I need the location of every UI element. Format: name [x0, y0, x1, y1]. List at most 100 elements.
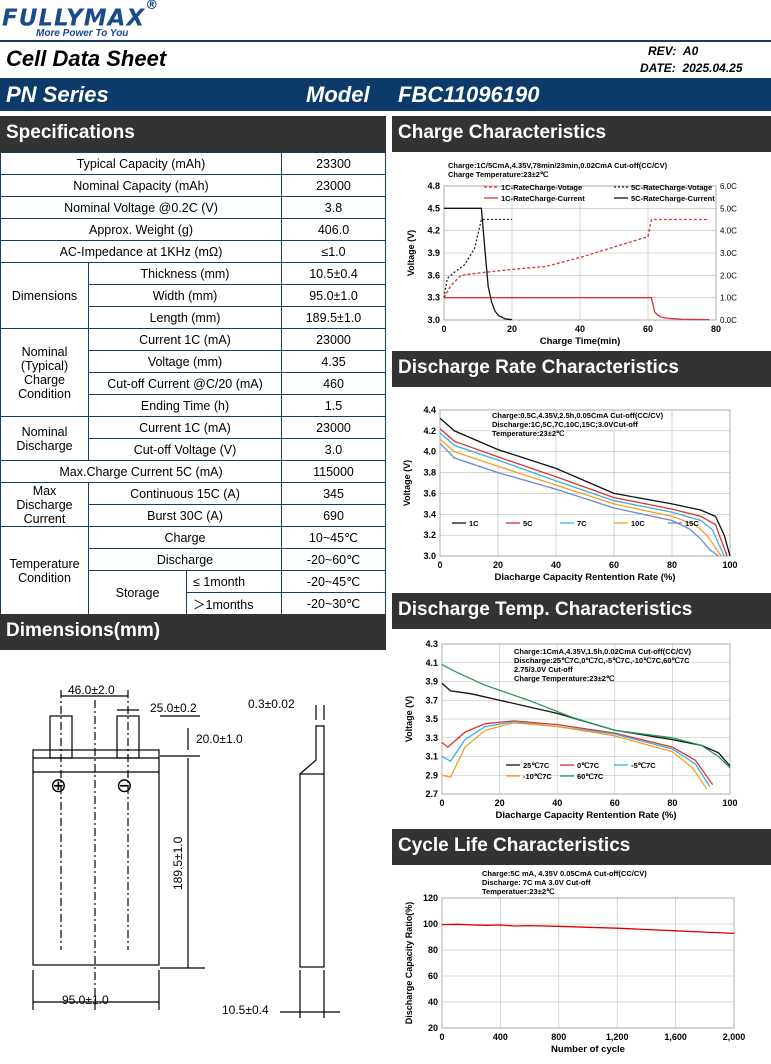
series-line — [441, 720, 714, 785]
plus-terminal-icon: ⊕ — [50, 775, 67, 797]
table-row: Cut-off Current @C/20 (mA) 460 — [1, 372, 386, 395]
cell-body-front — [32, 749, 160, 966]
brand-tagline: More Power To You — [36, 28, 129, 39]
series-line — [441, 664, 731, 769]
legend-label: 0℃7C — [577, 761, 600, 770]
series-line — [444, 297, 710, 321]
dim-03: 0.3±0.02 — [248, 697, 295, 711]
y-tick-label: 3.4 — [423, 509, 436, 519]
rev-line: REV: A0 — [648, 44, 699, 58]
chart-annotation: Charge:0.5C,4.35V,2.5h,0.05CmA Cut-off(C… — [492, 411, 664, 420]
x-tick-label: 2,000 — [723, 1032, 746, 1042]
y-tick-label: 3.3 — [427, 293, 440, 303]
series-line — [439, 442, 719, 557]
table-row: Cut-off Voltage (V) 3.0 — [1, 438, 386, 461]
y-axis-label: Voltage (V) — [406, 230, 416, 276]
y-tick-label: 3.6 — [427, 270, 440, 280]
series-line — [441, 923, 735, 935]
series-line — [443, 218, 512, 298]
y2-tick-label: 4.0C — [720, 227, 737, 236]
x-tick-label: 20 — [507, 324, 517, 334]
y-tick-label: 3.9 — [427, 248, 440, 258]
table-row: Storage ≤ 1month -20~45℃ — [1, 570, 386, 615]
legend-label: 5C — [523, 519, 533, 528]
x-axis-label: Number of cycle — [551, 1044, 625, 1055]
x-tick-label: 40 — [575, 324, 585, 334]
table-row: Discharge -20~60℃ — [1, 548, 386, 571]
chart-annotation: Discharge:25℃7C,0℃7C,-5℃7C,-10℃7C,60℃7C — [514, 656, 690, 665]
table-row: Width (mm) 95.0±1.0 — [1, 284, 386, 307]
y-tick-label: 4.3 — [425, 639, 438, 649]
x-tick-label: 80 — [667, 560, 677, 570]
model-label: Model — [306, 82, 370, 107]
x-tick-label: 800 — [551, 1032, 566, 1042]
y-tick-label: 4.2 — [427, 226, 440, 236]
minus-terminal-icon: ⊖ — [116, 775, 133, 797]
x-tick-label: 60 — [610, 798, 620, 808]
x-tick-label: 1,200 — [606, 1032, 629, 1042]
table-row: Nominal (Typical) Charge Condition Curren… — [0, 328, 386, 417]
table-row: ＞1months -20~30℃ — [1, 592, 386, 615]
table-row: Max Discharge Current Continuous 15C (A) 3… — [0, 482, 386, 527]
y-tick-label: 4.5 — [427, 203, 440, 213]
chart-annotation: Charge:1C/5CmA,4.35V,78min/23min,0.02CmA… — [448, 161, 668, 170]
y-axis-label: Voltage (V) — [404, 696, 414, 742]
series-line — [439, 417, 731, 557]
y-tick-label: 3.6 — [423, 488, 436, 498]
y-tick-label: 3.7 — [425, 695, 438, 705]
table-row: Temperature Condition Charge 10~45℃ — [0, 526, 386, 615]
series-line — [443, 218, 710, 299]
y-tick-label: 4.0 — [423, 447, 436, 457]
discharge-rate-heading: Discharge Rate Characteristics — [392, 351, 771, 387]
y-tick-label: 3.2 — [423, 530, 436, 540]
chart-annotation: Charge Temperature:23±2℃ — [514, 674, 615, 683]
chart-annotation: Charge:5C mA, 4.35V 0.05CmA Cut-off(CC/C… — [482, 869, 647, 878]
series-label: PN Series — [6, 82, 109, 107]
dim-25: 25.0±0.2 — [150, 701, 197, 715]
legend-label: 1C-RateCharge-Votage — [501, 183, 582, 192]
y-tick-label: 3.0 — [427, 315, 440, 325]
y-tick-label: 4.1 — [425, 658, 438, 668]
date-line: DATE: 2025.04.25 — [640, 61, 743, 75]
y-tick-label: 4.2 — [423, 426, 436, 436]
series-line — [439, 428, 728, 557]
x-tick-label: 20 — [493, 560, 503, 570]
x-tick-label: 20 — [495, 798, 505, 808]
table-row: AC-Impedance at 1KHz (mΩ) ≤1.0 — [0, 240, 386, 263]
x-axis-label: Diacharge Capacity Rentention Rate (%) — [495, 810, 676, 821]
page-title: Cell Data Sheet — [6, 46, 167, 71]
chart-annotation: Charge:1CmA,4.35V,1.5h,0.02CmA Cut-off(C… — [514, 647, 691, 656]
chart-annotation: Charge Temperature:23±2℃ — [448, 170, 549, 179]
y-tick-label: 3.3 — [425, 733, 438, 743]
x-tick-label: 100 — [722, 798, 737, 808]
dim-189: 189.5±1.0 — [171, 836, 185, 890]
y-tick-label: 2.7 — [425, 789, 438, 799]
table-row: Ending Time (h) 1.5 — [1, 394, 386, 417]
chart-annotation: Temperatuer:23±2℃ — [482, 887, 555, 896]
series-band: PN Series Model FBC11096190 — [0, 78, 771, 111]
x-tick-label: 0 — [439, 1032, 444, 1042]
x-tick-label: 60 — [643, 324, 653, 334]
x-axis-label: Diacharge Capacity Rentention Rate (%) — [494, 572, 675, 583]
legend-label: -10℃7C — [523, 772, 552, 781]
y-tick-label: 4.4 — [423, 405, 436, 415]
x-tick-label: 0 — [441, 324, 446, 334]
y-tick-label: 80 — [428, 945, 438, 955]
table-row: Dimensions Thickness (mm) 10.5±0.4 — [0, 262, 386, 329]
brand-logo: FULLYMAX® — [2, 0, 160, 32]
cycle-life-heading: Cycle Life Characteristics — [392, 829, 771, 865]
y-tick-label: 4.8 — [427, 181, 440, 191]
discharge-rate-chart: 0 20 40 60 80 100 3.0 3.2 3.4 3.6 3.8 4.0 4.2 4.4 Diac… — [402, 405, 738, 583]
discharge-temp-heading: Discharge Temp. Characteristics — [392, 593, 771, 629]
x-tick-label: 400 — [493, 1032, 508, 1042]
title-bar — [0, 40, 771, 78]
legend-label: 15C — [685, 519, 699, 528]
y2-tick-label: 0.0C — [720, 316, 737, 325]
table-row: Nominal Discharge Current 1C (mA) 23000 — [0, 416, 386, 461]
x-tick-label: 1,600 — [664, 1032, 687, 1042]
spec-table: Typical Capacity (mAh) 23300 Nominal Capa… — [0, 152, 386, 615]
chart-annotation: Temperature:23±2℃ — [492, 429, 565, 438]
charge-heading: Charge Characteristics — [392, 116, 771, 152]
plot-area — [439, 409, 731, 557]
y-tick-label: 120 — [423, 893, 438, 903]
